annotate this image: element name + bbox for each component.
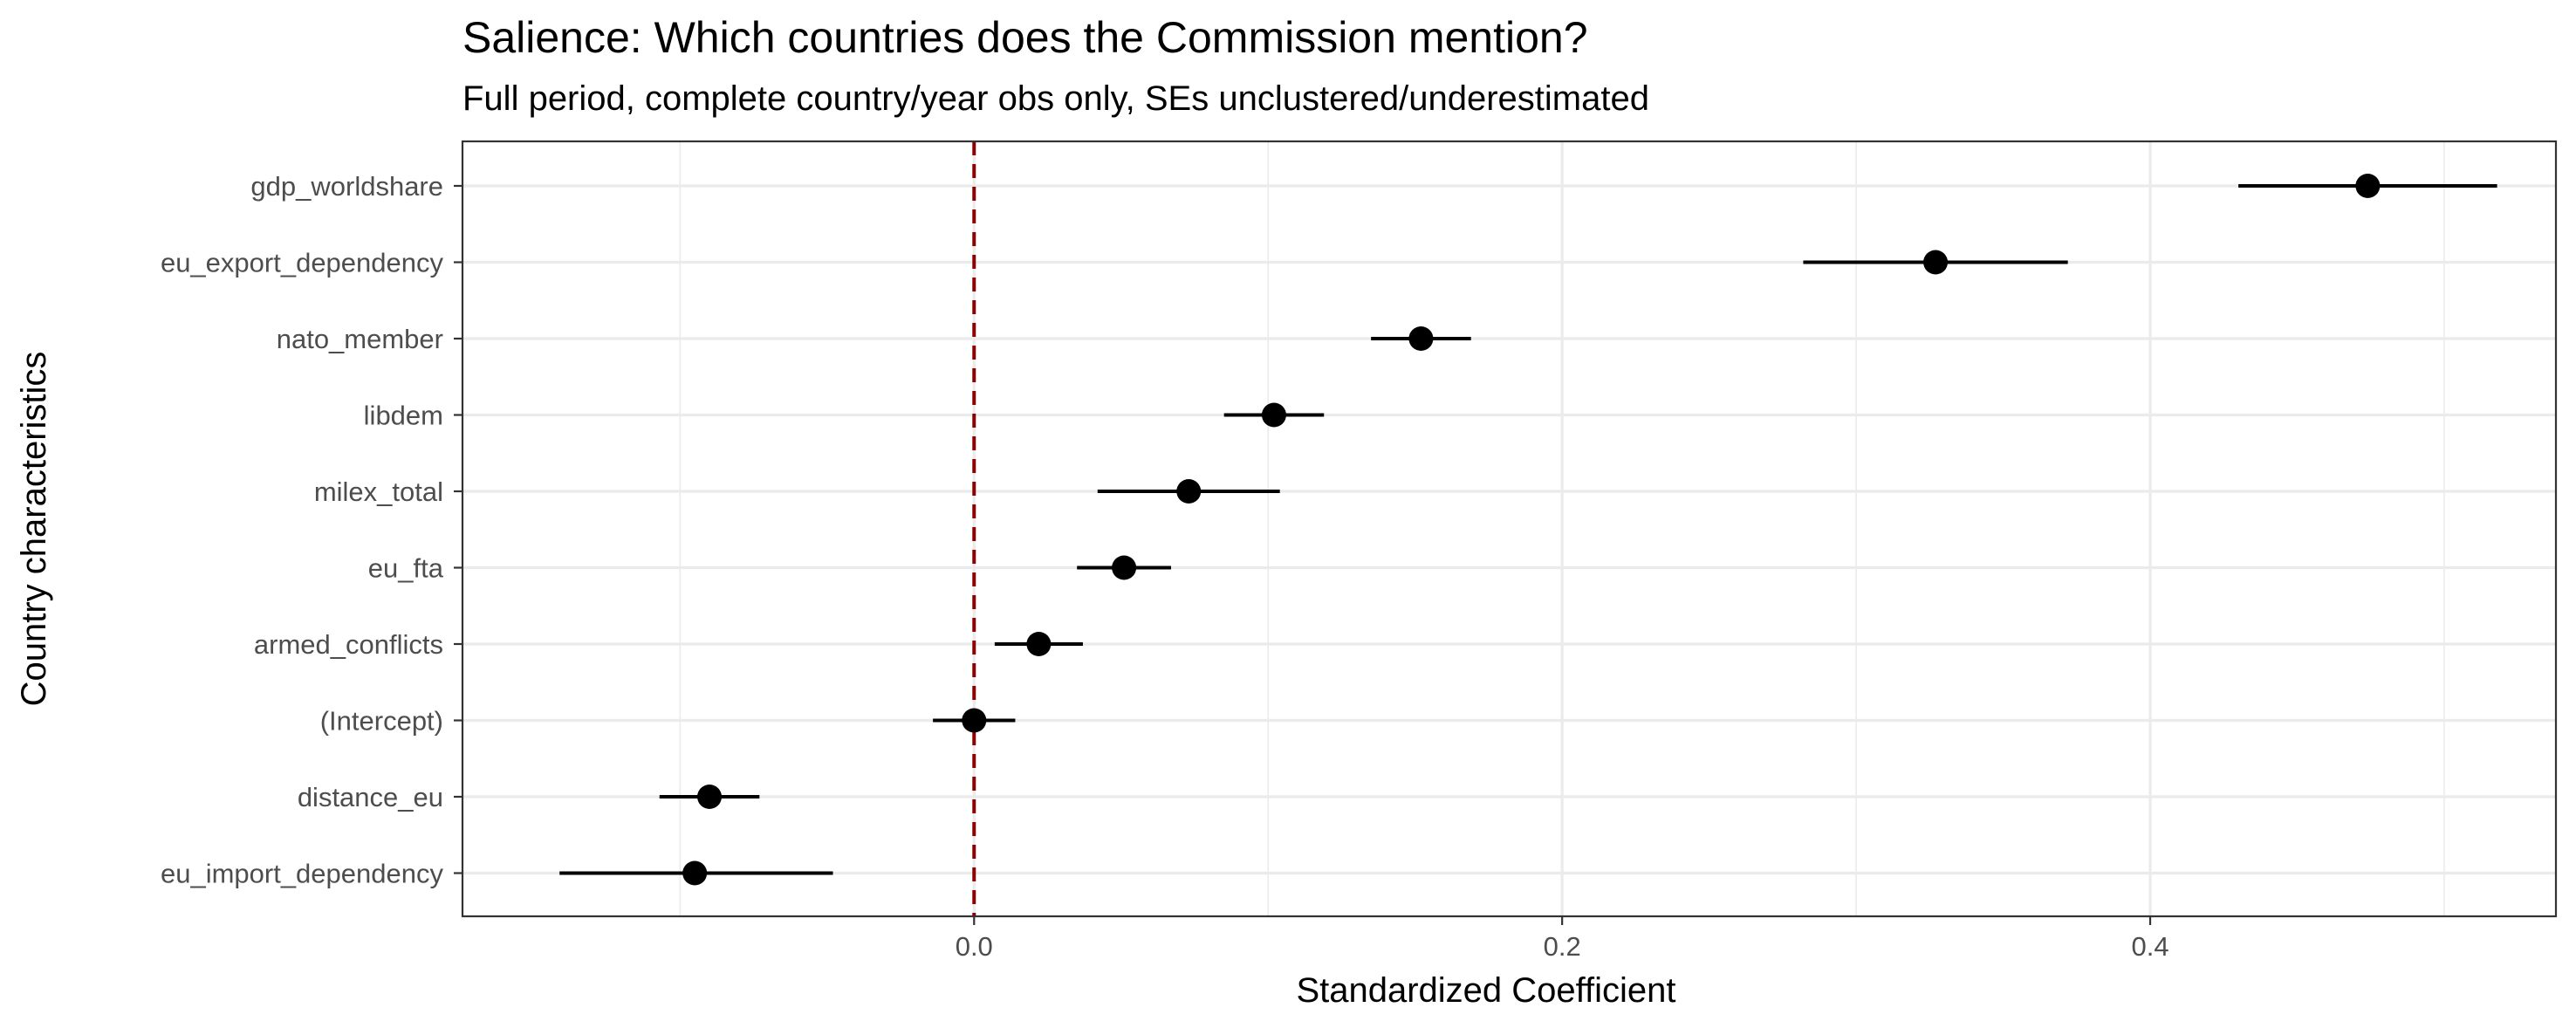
y-tick-label: eu_export_dependency (161, 248, 444, 278)
y-tick-label: libdem (364, 401, 443, 431)
chart-subtitle: Full period, complete country/year obs o… (462, 79, 1649, 118)
x-axis-title: Standardized Coefficient (1296, 971, 1675, 1010)
y-tick-label: eu_import_dependency (161, 859, 444, 889)
y-axis-title: Country characteristics (15, 352, 53, 707)
y-tick-layer: gdp_worldshare eu_export_dependency nato_m… (161, 171, 462, 889)
chart-title: Salience: Which countries does the Commi… (462, 13, 1588, 62)
coefficient-point (1261, 402, 1286, 428)
y-tick-label: gdp_worldshare (250, 171, 443, 202)
point-layer (682, 174, 2381, 886)
x-tick-label: 0.0 (956, 931, 993, 962)
grid-layer (462, 141, 2556, 916)
coefficient-point (1026, 632, 1052, 656)
coefficient-point (697, 785, 723, 809)
y-tick-label: (Intercept) (320, 706, 443, 737)
y-tick-label: nato_member (277, 324, 443, 354)
y-tick-label: distance_eu (298, 782, 443, 812)
panel-border (461, 140, 2558, 918)
y-tick-label: armed_conflicts (254, 629, 443, 660)
coefficient-point (682, 860, 708, 886)
coefficient-point (1112, 555, 1137, 580)
coefficient-point (1408, 326, 1434, 351)
coefficient-point (1923, 250, 1949, 275)
x-tick-layer: 0.0 0.2 0.4 (956, 916, 2169, 962)
coefficient-point (1176, 479, 1202, 504)
x-tick-label: 0.4 (2131, 931, 2168, 962)
y-tick-label: eu_fta (368, 553, 444, 584)
coefficient-point (962, 708, 987, 733)
x-tick-label: 0.2 (1544, 931, 1581, 962)
y-tick-label: milex_total (314, 476, 443, 507)
coefficient-point (2355, 174, 2381, 198)
